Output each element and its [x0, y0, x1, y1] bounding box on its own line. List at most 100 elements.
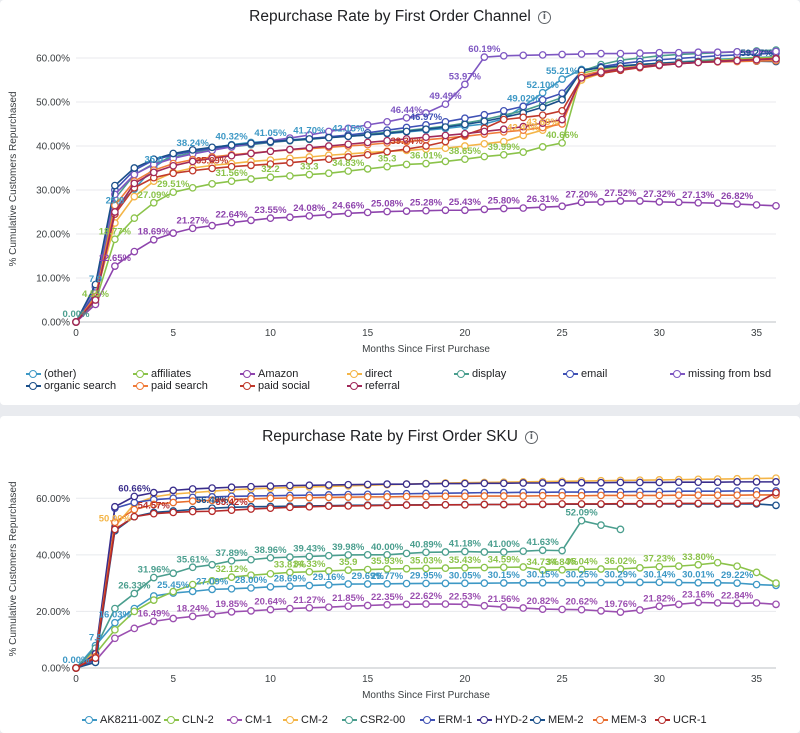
data-label: 26.31% — [527, 194, 560, 205]
data-point — [344, 167, 353, 175]
data-point — [597, 478, 605, 487]
legend-item-amazon[interactable]: Amazon — [240, 368, 298, 380]
data-point — [324, 142, 333, 150]
data-point — [538, 491, 547, 500]
data-point — [344, 132, 353, 141]
data-point — [577, 198, 586, 207]
data-label: 30.01% — [682, 570, 715, 581]
data-point — [461, 120, 469, 129]
data-label: 22.64% — [215, 210, 248, 221]
data-point — [422, 133, 430, 142]
data-point — [480, 53, 489, 61]
data-point — [519, 492, 528, 500]
legend-item-paid-social[interactable]: paid social — [240, 380, 310, 392]
data-point — [616, 65, 625, 73]
data-point — [772, 501, 780, 510]
legend-item-affiliates[interactable]: affiliates — [133, 368, 191, 380]
legend-item-hyd-2[interactable]: HYD-2 — [477, 714, 528, 726]
data-point — [441, 579, 450, 588]
legend-item-erm-1[interactable]: ERM-1 — [420, 714, 472, 726]
data-point — [72, 664, 80, 672]
data-label: 31.56% — [215, 168, 248, 179]
legend-swatch — [26, 382, 41, 391]
legend-item-other[interactable]: (other) — [26, 368, 76, 380]
data-point — [91, 296, 100, 304]
data-point — [286, 172, 294, 180]
legend-item-display[interactable]: display — [454, 368, 506, 380]
legend-item-cln-2[interactable]: CLN-2 — [164, 714, 214, 726]
x-tick-label: 35 — [751, 674, 763, 685]
y-tick-label: 30.00% — [36, 186, 70, 197]
data-point — [616, 491, 625, 500]
data-point — [733, 200, 741, 208]
data-point — [538, 605, 547, 613]
legend-item-mem-3[interactable]: MEM-3 — [593, 714, 646, 726]
data-point — [227, 556, 236, 565]
legend-item-organic-search[interactable]: organic search — [26, 380, 116, 392]
data-point — [519, 122, 528, 131]
data-point — [674, 499, 683, 508]
data-label: 30.05% — [449, 570, 482, 581]
data-point — [130, 179, 139, 188]
data-point — [208, 610, 216, 619]
data-label: 53.97% — [449, 71, 482, 82]
channel-chart-card: Repurchase Rate by First Order Channel i … — [0, 0, 800, 405]
legend-item-cm-2[interactable]: CM-2 — [283, 714, 328, 726]
data-label: 25.45% — [157, 580, 190, 591]
data-label: 28.69% — [274, 573, 307, 584]
data-point — [499, 500, 508, 509]
sku-legend: AK8211-00Z CLN-2 CM-1 CM-2 CSR2-00 ERM-1 HYD-2… — [0, 416, 800, 733]
info-icon[interactable]: i — [537, 11, 551, 24]
data-point — [422, 492, 430, 501]
legend-swatch — [655, 716, 670, 725]
data-label: 0.00% — [63, 309, 90, 320]
data-point — [208, 164, 216, 173]
legend-item-referral[interactable]: referral — [347, 380, 400, 392]
data-point — [461, 547, 469, 556]
data-point — [208, 484, 216, 492]
info-icon[interactable]: i — [524, 431, 538, 444]
data-point — [752, 568, 761, 577]
data-label: 22.84% — [721, 590, 754, 601]
legend-label: Amazon — [258, 368, 299, 380]
data-point — [441, 564, 450, 573]
legend-item-csr2-00[interactable]: CSR2-00 — [342, 714, 405, 726]
legend-label: HYD-2 — [495, 714, 529, 726]
legend-item-missing-from-bsd[interactable]: missing from bsd — [670, 368, 771, 380]
legend-item-mem-2[interactable]: MEM-2 — [530, 714, 583, 726]
data-point — [694, 58, 703, 67]
data-point — [733, 491, 741, 500]
data-point — [363, 150, 372, 159]
data-point — [752, 599, 761, 607]
sku-chart-svg: 0.00% 20.00% 40.00% 60.00% 0 5 10 15 20 25 30 35 Mon… — [8, 474, 780, 701]
data-point — [149, 573, 158, 582]
legend-item-ak8211-00z[interactable]: AK8211-00Z — [82, 714, 161, 726]
data-label: 34.83% — [332, 158, 365, 169]
data-label: 43.68% — [527, 117, 560, 128]
legend-item-direct[interactable]: direct — [347, 368, 392, 380]
channel-chart-svg: 0.00%10.00%20.00%30.00%40.00%50.00%60.00… — [8, 44, 780, 355]
data-point — [694, 491, 703, 500]
data-point — [227, 608, 236, 616]
data-point — [305, 481, 314, 490]
data-point — [558, 491, 566, 500]
data-point — [363, 551, 372, 559]
data-label: 52.10% — [527, 80, 560, 91]
data-point — [636, 499, 644, 508]
legend-item-email[interactable]: email — [563, 368, 607, 380]
legend-swatch — [133, 382, 148, 391]
data-label: 38.96% — [254, 545, 287, 556]
data-label: 34.59% — [488, 554, 521, 565]
data-label: 35.43% — [449, 555, 482, 566]
data-point — [363, 208, 372, 217]
legend-swatch — [26, 370, 41, 379]
data-label: 23.55% — [254, 205, 287, 216]
legend-item-paid-search[interactable]: paid search — [133, 380, 208, 392]
data-point — [733, 478, 741, 486]
data-point — [519, 113, 528, 122]
data-point — [344, 580, 353, 588]
legend-item-ucr-1[interactable]: UCR-1 — [655, 714, 707, 726]
legend-item-cm-1[interactable]: CM-1 — [227, 714, 272, 726]
data-point — [149, 500, 158, 509]
data-point — [383, 162, 391, 171]
